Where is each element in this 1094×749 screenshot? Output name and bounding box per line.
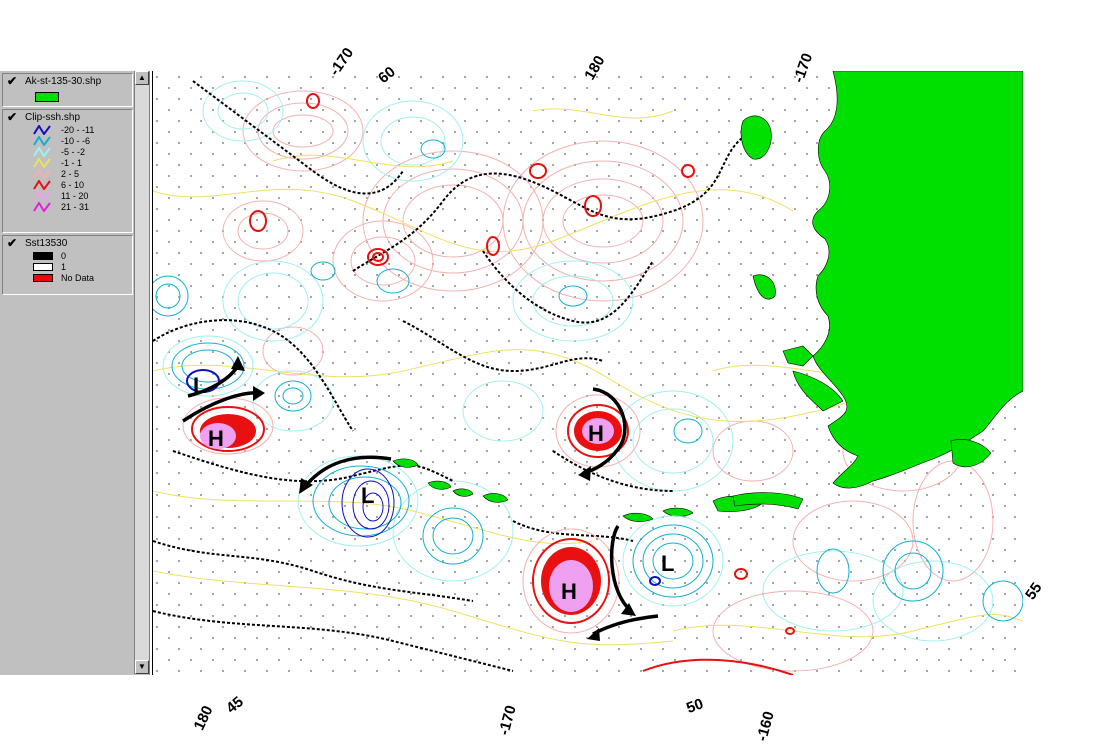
island xyxy=(782,345,814,367)
contour-line-symbol xyxy=(33,158,51,168)
layer-name: Ak-st-135-30.shp xyxy=(25,76,102,87)
eddy-high-west xyxy=(182,397,274,455)
eddy-high-center xyxy=(555,394,641,468)
class-color-swatch xyxy=(33,252,53,260)
eddy-label-low: L xyxy=(193,373,206,398)
low-eddies xyxy=(153,139,1023,622)
layer-sst[interactable]: ✔ Sst13530 0 1 No Data xyxy=(2,235,133,295)
scroll-up-button[interactable]: ▲ xyxy=(135,71,149,85)
layer-visibility-checkbox[interactable]: ✔ xyxy=(7,74,18,88)
eddy-labels: L H H H L L xyxy=(193,373,674,604)
legend-class-row: 0 xyxy=(3,251,132,262)
eddy-label-low: L xyxy=(361,483,374,508)
scroll-down-button[interactable]: ▼ xyxy=(135,660,149,674)
layer-ak-st[interactable]: ✔ Ak-st-135-30.shp xyxy=(2,73,133,107)
legend-class-row: 21 - 31 xyxy=(3,202,132,213)
legend-class-row: 2 - 5 xyxy=(3,169,132,180)
map-view[interactable]: L H H H L L xyxy=(152,71,1023,675)
arrow-low-center xyxy=(301,455,392,491)
legend-class-label: 11 - 20 xyxy=(61,191,89,201)
class-color-swatch xyxy=(33,274,53,282)
contour-line-symbol xyxy=(33,180,51,190)
legend-class-label: 2 - 5 xyxy=(61,169,80,179)
eddy-label-low: L xyxy=(661,551,674,576)
alaska-mainland xyxy=(812,71,1023,489)
contour-line-symbol xyxy=(33,202,51,212)
aleutian-island xyxy=(427,480,452,490)
eddy-low-east xyxy=(622,515,724,607)
graticule-label-bottom: 180 xyxy=(190,703,217,733)
legend-class-label: -5 - -2 xyxy=(61,147,86,157)
legend-class-label: 6 - 10 xyxy=(61,180,85,190)
legend-panel: ✔ Ak-st-135-30.shp ✔ Clip-ssh.shp -20 - … xyxy=(0,71,150,675)
island xyxy=(752,274,776,300)
legend-class-row: -1 - 1 xyxy=(3,158,132,169)
graticule-label-right: 55 xyxy=(1022,579,1046,603)
legend-class-label: -10 - -6 xyxy=(61,136,91,146)
land-layer xyxy=(392,71,1023,522)
layer-name: Clip-ssh.shp xyxy=(25,112,81,123)
graticule-label-bottom: -170 xyxy=(495,703,520,737)
eddy-label-high: H xyxy=(561,579,577,604)
circulation-arrows xyxy=(182,356,659,641)
eddy-label-high: H xyxy=(588,421,604,446)
layer-clip-ssh[interactable]: ✔ Clip-ssh.shp -20 - -11 -10 - -6 -5 - -2-… xyxy=(2,109,133,233)
legend-class-label: 0 xyxy=(61,251,67,261)
contour-line-symbol xyxy=(33,169,51,179)
legend-class-row: -10 - -6 xyxy=(3,136,132,147)
aleutian-island xyxy=(452,488,474,497)
graticule-label-bottom: 45 xyxy=(223,693,247,717)
layer-visibility-checkbox[interactable]: ✔ xyxy=(7,110,18,124)
eddy-low-small xyxy=(153,139,1023,622)
legend-class-row: -20 - -11 xyxy=(3,125,132,136)
ssh-contour-field xyxy=(153,80,1023,672)
island xyxy=(792,370,844,412)
aleutian-island xyxy=(622,512,654,522)
graticule-label-bottom: -160 xyxy=(753,709,778,743)
sst-class-list: 0 1 No Data xyxy=(3,251,132,284)
map-canvas: L H H H L L xyxy=(153,71,1023,675)
arrow-low-west xyxy=(187,364,240,398)
contour-line-symbol xyxy=(33,191,51,201)
sst-front-lines xyxy=(153,80,754,672)
alaska-peninsula xyxy=(732,492,804,510)
contour-line-symbol xyxy=(33,136,51,146)
aleutian-island xyxy=(662,507,694,517)
legend-class-label: 21 - 31 xyxy=(61,202,90,212)
eddy-label-high: H xyxy=(208,426,224,451)
arrow-low-east xyxy=(609,525,633,613)
layer-visibility-checkbox[interactable]: ✔ xyxy=(7,236,18,250)
legend-class-label: -1 - 1 xyxy=(61,158,83,168)
island xyxy=(740,115,772,160)
legend-class-label: -20 - -11 xyxy=(61,125,95,135)
class-color-swatch xyxy=(33,263,53,271)
eddy-high-south xyxy=(522,528,620,634)
contour-line-symbol xyxy=(33,125,51,135)
legend-class-row: No Data xyxy=(3,273,132,284)
legend-class-label: No Data xyxy=(61,273,95,283)
layer-name: Sst13530 xyxy=(25,238,68,249)
legend-class-row: 6 - 10 xyxy=(3,180,132,191)
high-eddies xyxy=(182,93,795,675)
arrow-high-center xyxy=(582,387,627,475)
legend-scrollbar[interactable]: ▲ ▼ xyxy=(134,71,149,674)
eddy-low-center xyxy=(297,455,419,547)
contour-line-symbol xyxy=(33,147,51,157)
aleutian-island xyxy=(392,458,419,468)
eddy-high-small xyxy=(249,93,795,675)
legend-class-row: 11 - 20 xyxy=(3,191,132,202)
graticule-label-bottom: 50 xyxy=(684,695,706,717)
legend-class-label: 1 xyxy=(61,262,67,272)
legend-class-row: -5 - -2 xyxy=(3,147,132,158)
legend-class-row: 1 xyxy=(3,262,132,273)
aleutian-island xyxy=(482,493,509,503)
island xyxy=(950,439,992,468)
land-fill-swatch xyxy=(35,92,59,102)
